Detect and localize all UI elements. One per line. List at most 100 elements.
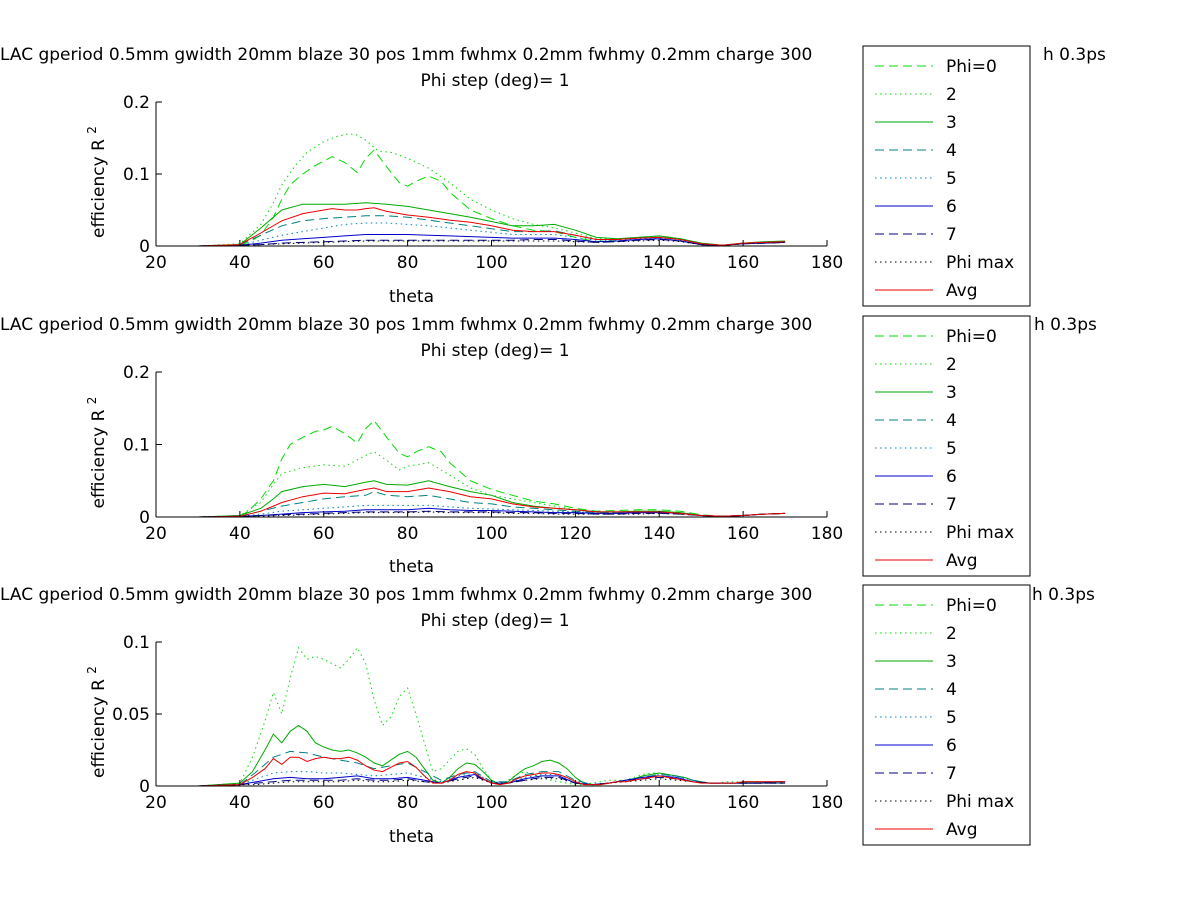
x-tick-label: 160 [727, 793, 759, 813]
legend-label: Phi max [946, 253, 1014, 273]
legend-label: 5 [946, 439, 957, 459]
legend-label: 2 [946, 355, 957, 375]
x-tick-label: 180 [811, 524, 843, 544]
y-tick-label: 0 [139, 237, 150, 257]
legend-label: 3 [946, 383, 957, 403]
x-tick-label: 120 [559, 793, 591, 813]
x-tick-label: 100 [475, 793, 507, 813]
legend: Phi=0 2 3 4 5 6 7 Phi max Avg [862, 45, 1031, 307]
x-tick-label: 60 [313, 253, 335, 273]
chart-subtitle: Phi step (deg)= 1 [420, 341, 569, 361]
x-tick-label: 140 [643, 793, 675, 813]
legend-label: 2 [946, 624, 957, 644]
series-group [197, 133, 786, 247]
legend-label: 7 [946, 225, 957, 245]
x-tick-label: 140 [643, 253, 675, 273]
legend-label: Avg [946, 551, 978, 571]
y-tick-label: 0 [139, 777, 150, 797]
series-group [197, 419, 786, 518]
series-line-avg [197, 756, 786, 787]
chart-title-tail: h 0.3ps [1034, 315, 1097, 335]
x-tick-label: 60 [313, 793, 335, 813]
x-tick-label: 60 [313, 524, 335, 544]
x-tick-label: 160 [727, 253, 759, 273]
series-line-3 [197, 202, 786, 247]
legend-label: 4 [946, 141, 957, 161]
y-tick-label: 0.05 [112, 705, 150, 725]
legend-label: 4 [946, 680, 957, 700]
x-tick-label: 80 [397, 524, 419, 544]
legend-label: 5 [946, 708, 957, 728]
x-tick-label: 100 [475, 524, 507, 544]
chart-subtitle: Phi step (deg)= 1 [420, 71, 569, 91]
y-axis-label: efficiency R 2 [85, 666, 109, 778]
subplot-1: 20 40 60 80 100 120 140 160 180 0 0.1 0.2 theta effic… [0, 45, 1106, 307]
x-tick-label: 40 [229, 524, 251, 544]
x-tick-label: 100 [475, 253, 507, 273]
legend-label: Avg [946, 281, 978, 301]
legend-label: Phi max [946, 523, 1014, 543]
series-line-phi-max [197, 776, 786, 787]
y-tick-label: 0.2 [123, 363, 150, 383]
legend-label: 3 [946, 113, 957, 133]
y-axis-label: efficiency R 2 [85, 397, 109, 509]
legend-label: Phi=0 [946, 327, 997, 347]
legend-label: Phi=0 [946, 596, 997, 616]
series-line-5 [197, 504, 786, 518]
series-line-phi-max [197, 511, 786, 518]
legend-label: 6 [946, 736, 957, 756]
y-tick-label: 0.2 [123, 93, 150, 113]
series-line-phi-0 [197, 149, 786, 247]
series-line-4 [197, 215, 786, 247]
legend: Phi=0 2 3 4 5 6 7 Phi max Avg [862, 315, 1031, 577]
legend-label: 4 [946, 411, 957, 431]
x-axis-label: theta [389, 827, 434, 847]
series-line-3 [197, 724, 786, 787]
legend-box [862, 584, 1031, 846]
subplot-2: 20 40 60 80 100 120 140 160 180 0 0.1 0.2 theta effic… [0, 315, 1097, 577]
x-tick-label: 20 [145, 253, 167, 273]
legend-label: 5 [946, 169, 957, 189]
legend-label: 2 [946, 85, 957, 105]
y-axis-label: efficiency R 2 [85, 126, 109, 238]
series-line-avg [197, 487, 786, 518]
series-line-3 [197, 480, 786, 518]
legend-label: Phi max [946, 792, 1014, 812]
chart-title-tail: h 0.3ps [1032, 585, 1095, 605]
x-tick-label: 180 [811, 793, 843, 813]
x-tick-label: 80 [397, 253, 419, 273]
chart-title: LAC gperiod 0.5mm gwidth 20mm blaze 30 p… [0, 45, 812, 65]
series-line-phi-0 [197, 419, 786, 518]
chart-subtitle: Phi step (deg)= 1 [420, 611, 569, 631]
series-line-avg [197, 207, 786, 247]
x-tick-label: 20 [145, 524, 167, 544]
legend-label: 6 [946, 197, 957, 217]
chart-title: LAC gperiod 0.5mm gwidth 20mm blaze 30 p… [0, 315, 812, 335]
chart-title-tail: h 0.3ps [1043, 45, 1106, 65]
y-tick-label: 0.1 [123, 633, 150, 653]
chart-title: LAC gperiod 0.5mm gwidth 20mm blaze 30 p… [0, 585, 812, 605]
x-tick-label: 80 [397, 793, 419, 813]
legend-label: 7 [946, 495, 957, 515]
legend-label: Phi=0 [946, 57, 997, 77]
x-tick-label: 140 [643, 524, 675, 544]
legend-label: Avg [946, 820, 978, 840]
legend: Phi=0 2 3 4 5 6 7 Phi max Avg [862, 584, 1031, 846]
legend-label: 6 [946, 467, 957, 487]
x-tick-label: 160 [727, 524, 759, 544]
x-axis-label: theta [389, 287, 434, 307]
legend-label: 3 [946, 652, 957, 672]
y-tick-label: 0.1 [123, 165, 150, 185]
series-line-4 [197, 750, 786, 787]
series-line-phi-max [197, 239, 786, 247]
series-group [197, 646, 786, 787]
legend-box [862, 315, 1031, 577]
x-tick-label: 40 [229, 253, 251, 273]
series-line-2 [197, 451, 786, 518]
x-tick-label: 120 [559, 524, 591, 544]
legend-label: 7 [946, 764, 957, 784]
x-tick-label: 40 [229, 793, 251, 813]
x-tick-label: 20 [145, 793, 167, 813]
